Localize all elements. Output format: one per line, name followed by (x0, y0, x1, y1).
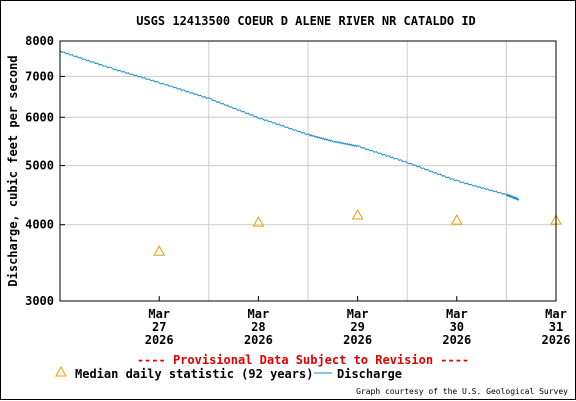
x-tick-label: Mar (446, 307, 468, 321)
chart-title: USGS 12413500 COEUR D ALENE RIVER NR CAT… (136, 14, 476, 28)
y-tick-label: 5000 (25, 159, 54, 173)
median-marker (153, 245, 166, 256)
y-tick-label: 8000 (25, 34, 54, 48)
plot-border (59, 40, 557, 302)
x-tick-label: Mar (347, 307, 369, 321)
y-tick-label: 4000 (25, 218, 54, 232)
median-marker (351, 208, 364, 220)
x-tick-label: Mar (148, 307, 170, 321)
x-tick-label: 2026 (343, 333, 372, 347)
x-tick-label: 27 (152, 320, 166, 334)
legend: Median daily statistic (92 years) Discha… (55, 365, 402, 381)
x-tick-label: 2026 (442, 333, 471, 347)
x-tick-label: Mar (545, 307, 567, 321)
x-tick-label: 29 (350, 320, 364, 334)
median-marker (450, 214, 463, 225)
axis-ticks: 300040005000600070008000Mar272026Mar2820… (25, 34, 570, 347)
x-tick-label: 2026 (244, 333, 273, 347)
grid-lines (60, 40, 556, 302)
x-tick-label: 30 (450, 320, 464, 334)
median-marker (252, 216, 265, 227)
y-tick-label: 3000 (25, 294, 54, 308)
x-tick-label: 28 (251, 320, 265, 334)
y-tick-label: 7000 (25, 69, 54, 83)
provisional-notice: ---- Provisional Data Subject to Revisio… (137, 353, 469, 367)
y-axis-label: Discharge, cubic feet per second (6, 55, 20, 286)
x-tick-label: 2026 (145, 333, 174, 347)
legend-median-icon (55, 365, 67, 377)
legend-discharge-label: Discharge (337, 367, 402, 381)
credit-text: Graph courtesy of the U.S. Geological Su… (356, 387, 568, 396)
y-tick-label: 6000 (25, 110, 54, 124)
legend-median-label: Median daily statistic (92 years) (75, 367, 313, 381)
x-tick-label: Mar (248, 307, 270, 321)
x-tick-label: 2026 (542, 333, 571, 347)
discharge-line (59, 50, 520, 202)
x-tick-label: 31 (549, 320, 563, 334)
